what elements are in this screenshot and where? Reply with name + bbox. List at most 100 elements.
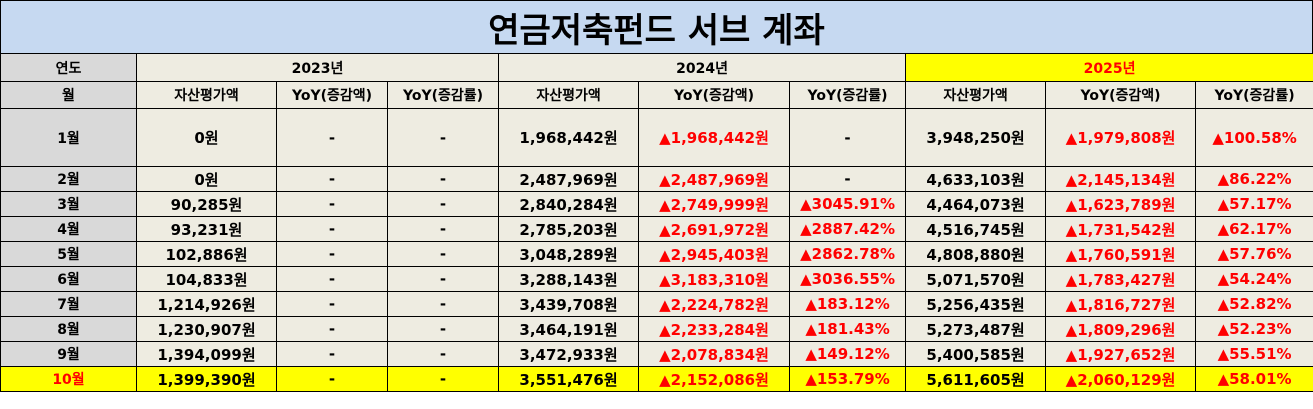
asset-value-cell[interactable]: 1,968,442원 [498,108,640,167]
asset-value-cell[interactable]: 5,256,435원 [905,291,1047,317]
yoy-rate-cell[interactable]: - [386,216,500,242]
month-cell[interactable]: 8월 [0,316,137,342]
yoy-amount-cell[interactable]: - [276,108,388,167]
yoy-amount-cell[interactable]: ▲1,731,542원 [1045,216,1197,242]
yoy-rate-cell[interactable]: ▲2887.42% [789,216,907,242]
asset-value-cell[interactable]: 2,487,969원 [498,166,640,192]
month-cell[interactable]: 2월 [0,166,137,192]
yoy-amount-cell[interactable]: - [276,166,388,192]
yoy-amount-cell[interactable]: ▲1,968,442원 [638,108,791,167]
col-header-yoy-amount[interactable]: YoY(증감액) [276,81,388,109]
col-header-yoy-rate[interactable]: YoY(증감률) [789,81,907,109]
asset-value-cell[interactable]: 5,400,585원 [905,341,1047,367]
col-header-yoy-rate[interactable]: YoY(증감률) [1195,81,1313,109]
yoy-rate-cell[interactable]: - [386,366,500,392]
asset-value-cell[interactable]: 102,886원 [136,241,277,267]
asset-value-cell[interactable]: 1,394,099원 [136,341,277,367]
asset-value-cell[interactable]: 3,551,476원 [498,366,640,392]
col-header-yoy-amount[interactable]: YoY(증감액) [1045,81,1197,109]
asset-value-cell[interactable]: 4,464,073원 [905,191,1047,217]
yoy-amount-cell[interactable]: - [276,241,388,267]
yoy-amount-cell[interactable]: - [276,341,388,367]
yoy-rate-cell[interactable]: ▲153.79% [789,366,907,392]
asset-value-cell[interactable]: 3,464,191원 [498,316,640,342]
year-header-2023[interactable]: 2023년 [135,53,500,82]
month-cell[interactable]: 1월 [0,108,137,167]
yoy-amount-cell[interactable]: - [276,291,388,317]
asset-value-cell[interactable]: 5,611,605원 [905,366,1047,392]
month-cell[interactable]: 6월 [0,266,137,292]
month-cell[interactable]: 9월 [0,341,137,367]
month-cell[interactable]: 7월 [0,291,137,317]
yoy-rate-cell[interactable]: ▲149.12% [789,341,907,367]
yoy-amount-cell[interactable]: ▲1,816,727원 [1045,291,1197,317]
yoy-amount-cell[interactable]: - [276,266,388,292]
yoy-rate-cell[interactable]: ▲52.23% [1195,316,1313,342]
month-cell[interactable]: 10월 [0,366,137,392]
yoy-rate-cell[interactable]: ▲62.17% [1195,216,1313,242]
col-header-asset[interactable]: 자산평가액 [498,81,640,109]
yoy-rate-cell[interactable]: - [386,316,500,342]
col-header-asset[interactable]: 자산평가액 [905,81,1047,109]
yoy-amount-cell[interactable]: ▲2,691,972원 [638,216,791,242]
yoy-rate-cell[interactable]: - [386,341,500,367]
yoy-rate-cell[interactable]: ▲100.58% [1195,108,1313,167]
yoy-amount-cell[interactable]: ▲2,749,999원 [638,191,791,217]
yoy-rate-cell[interactable]: - [386,241,500,267]
yoy-rate-cell[interactable]: - [386,191,500,217]
asset-value-cell[interactable]: 3,472,933원 [498,341,640,367]
asset-value-cell[interactable]: 0원 [136,166,277,192]
asset-value-cell[interactable]: 0원 [136,108,277,167]
asset-value-cell[interactable]: 4,808,880원 [905,241,1047,267]
yoy-amount-cell[interactable]: ▲1,979,808원 [1045,108,1197,167]
yoy-rate-cell[interactable]: ▲183.12% [789,291,907,317]
col-header-yoy-amount[interactable]: YoY(증감액) [638,81,791,109]
yoy-amount-cell[interactable]: ▲3,183,310원 [638,266,791,292]
yoy-rate-cell[interactable]: - [789,166,907,192]
yoy-rate-cell[interactable]: ▲54.24% [1195,266,1313,292]
asset-value-cell[interactable]: 104,833원 [136,266,277,292]
yoy-amount-cell[interactable]: - [276,316,388,342]
yoy-amount-cell[interactable]: ▲2,224,782원 [638,291,791,317]
month-cell[interactable]: 4월 [0,216,137,242]
year-header-2025[interactable]: 2025년 [905,53,1313,82]
yoy-rate-cell[interactable]: - [386,108,500,167]
asset-value-cell[interactable]: 5,273,487원 [905,316,1047,342]
yoy-amount-cell[interactable]: ▲2,233,284원 [638,316,791,342]
yoy-rate-cell[interactable]: ▲55.51% [1195,341,1313,367]
asset-value-cell[interactable]: 3,048,289원 [498,241,640,267]
asset-value-cell[interactable]: 1,214,926원 [136,291,277,317]
yoy-amount-cell[interactable]: - [276,216,388,242]
yoy-amount-cell[interactable]: ▲1,783,427원 [1045,266,1197,292]
yoy-rate-cell[interactable]: ▲2862.78% [789,241,907,267]
asset-value-cell[interactable]: 4,516,745원 [905,216,1047,242]
yoy-amount-cell[interactable]: ▲2,945,403원 [638,241,791,267]
asset-value-cell[interactable]: 2,785,203원 [498,216,640,242]
yoy-rate-cell[interactable]: ▲181.43% [789,316,907,342]
yoy-amount-cell[interactable]: ▲1,760,591원 [1045,241,1197,267]
asset-value-cell[interactable]: 3,948,250원 [905,108,1047,167]
asset-value-cell[interactable]: 3,288,143원 [498,266,640,292]
year-header-2024[interactable]: 2024년 [498,53,907,82]
yoy-amount-cell[interactable]: ▲2,152,086원 [638,366,791,392]
yoy-rate-cell[interactable]: - [386,166,500,192]
yoy-rate-cell[interactable]: - [386,266,500,292]
yoy-rate-cell[interactable]: ▲86.22% [1195,166,1313,192]
yoy-amount-cell[interactable]: - [276,191,388,217]
col-header-asset[interactable]: 자산평가액 [136,81,277,109]
yoy-rate-cell[interactable]: ▲58.01% [1195,366,1313,392]
year-header-label[interactable]: 연도 [0,53,137,82]
asset-value-cell[interactable]: 2,840,284원 [498,191,640,217]
yoy-rate-cell[interactable]: - [789,108,907,167]
col-header-yoy-rate[interactable]: YoY(증감률) [386,81,500,109]
asset-value-cell[interactable]: 4,633,103원 [905,166,1047,192]
yoy-rate-cell[interactable]: ▲52.82% [1195,291,1313,317]
yoy-amount-cell[interactable]: ▲2,078,834원 [638,341,791,367]
asset-value-cell[interactable]: 93,231원 [136,216,277,242]
yoy-amount-cell[interactable]: ▲2,145,134원 [1045,166,1197,192]
yoy-amount-cell[interactable]: ▲1,623,789원 [1045,191,1197,217]
asset-value-cell[interactable]: 90,285원 [136,191,277,217]
asset-value-cell[interactable]: 3,439,708원 [498,291,640,317]
yoy-amount-cell[interactable]: ▲2,487,969원 [638,166,791,192]
month-cell[interactable]: 5월 [0,241,137,267]
